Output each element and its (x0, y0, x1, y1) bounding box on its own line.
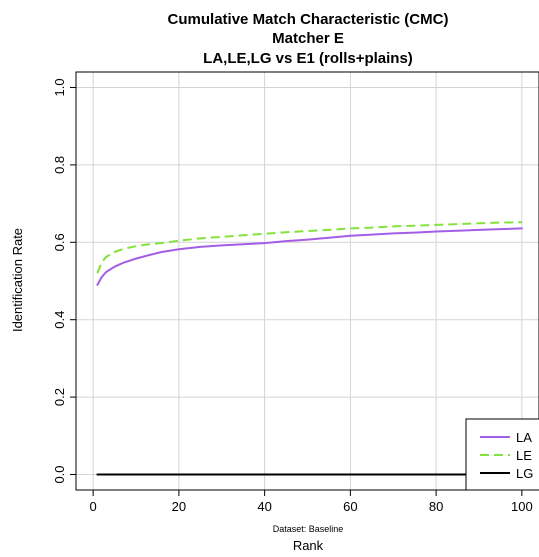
chart-subtitle: Matcher E (272, 30, 344, 47)
y-tick-label: 1.0 (52, 78, 67, 96)
legend-label-la: LA (516, 430, 532, 445)
series-layer (96, 221, 523, 476)
y-tick-label: 0.6 (52, 233, 67, 251)
plot-area (75, 71, 539, 491)
x-tick-label: 20 (172, 499, 186, 514)
legend-label-le: LE (516, 448, 532, 463)
x-axis: 0 20 40 60 80 100 (90, 490, 533, 514)
series-line-la (96, 227, 523, 286)
legend: LA LE LG (465, 418, 539, 491)
plot-border (75, 71, 539, 491)
x-tick-label: 0 (90, 499, 97, 514)
y-tick-label: 0.8 (52, 156, 67, 174)
y-tick-label: 0.2 (52, 388, 67, 406)
x-axis-label: Rank (293, 538, 324, 553)
x-tick-label: 100 (511, 499, 533, 514)
y-tick-label: 0.4 (52, 311, 67, 329)
x-tick-label: 40 (257, 499, 271, 514)
x-axis-sublabel: Dataset: Baseline (273, 524, 344, 534)
series-line-le (96, 221, 522, 274)
chart-title: Cumulative Match Characteristic (CMC) (168, 11, 449, 28)
y-axis: 0.0 0.2 0.4 0.6 0.8 1.0 (52, 78, 76, 484)
x-tick-label: 60 (343, 499, 357, 514)
legend-label-lg: LG (516, 466, 533, 481)
chart-subtitle-2: LA,LE,LG vs E1 (rolls+plains) (203, 50, 413, 67)
y-tick-label: 0.0 (52, 465, 67, 483)
y-axis-label: Identification Rate (10, 228, 25, 332)
x-tick-label: 80 (429, 499, 443, 514)
